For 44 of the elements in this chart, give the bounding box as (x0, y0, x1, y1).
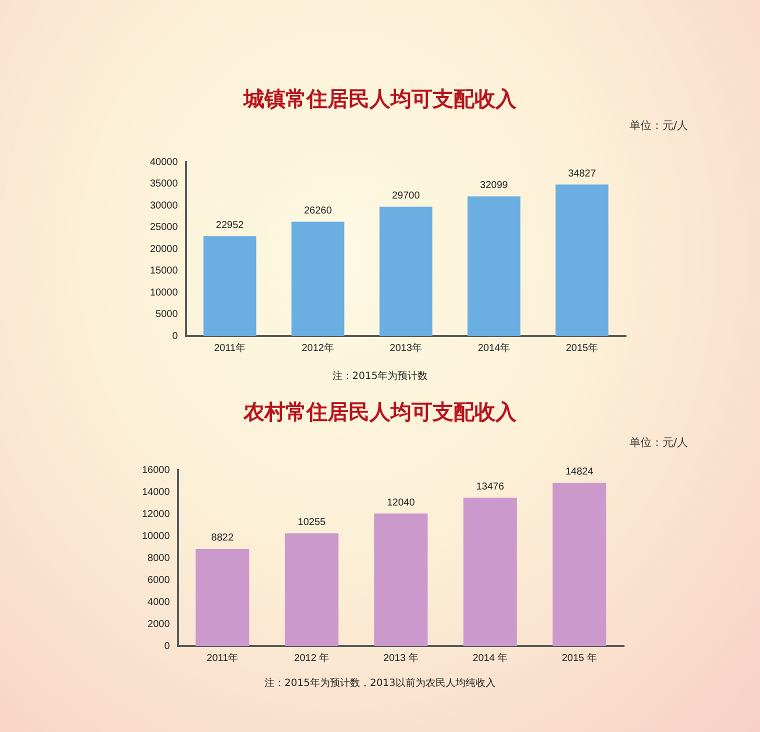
y-axis-title: 单位：元/人 (629, 118, 688, 133)
data-label: 32099 (480, 180, 508, 192)
data-label: 13476 (476, 482, 504, 493)
data-label: 12040 (387, 497, 416, 508)
y-tick-label: 10000 (150, 287, 178, 298)
chart-title: 农村常住居民人均可支配收入 (244, 399, 516, 426)
x-tick-label: 2014 年 (472, 652, 508, 664)
x-tick-label: 2014年 (478, 342, 510, 354)
y-tick-label: 20000 (150, 244, 178, 255)
data-label: 29700 (392, 190, 420, 202)
y-axis-title: 单位：元/人 (629, 435, 688, 450)
text: 注：2015年为预计数 (332, 370, 428, 383)
x-tick-label: 2011年 (214, 342, 246, 354)
y-tick-label: 12000 (142, 508, 170, 520)
y-tick-label: 2000 (148, 618, 170, 630)
y-tick-label: 0 (164, 640, 170, 652)
y-tick-label: 6000 (148, 574, 170, 586)
data-label: 34827 (568, 168, 596, 180)
x-tick-label: 2015 年 (562, 652, 597, 664)
x-tick-label: 2013年 (390, 342, 422, 354)
y-tick-label: 4000 (148, 596, 170, 608)
chart-title: 城镇常住居民人均可支配收入 (244, 86, 516, 113)
y-tick-label: 40000 (150, 156, 178, 168)
y-tick-label: 30000 (150, 200, 178, 212)
y-tick-label: 25000 (150, 222, 178, 233)
y-tick-label: 14000 (142, 486, 170, 498)
data-label: 14824 (565, 466, 594, 478)
y-tick-label: 15000 (150, 266, 178, 276)
y-tick-label: 16000 (142, 464, 170, 476)
x-tick-label: 2012年 (302, 342, 334, 354)
x-tick-label: 2011年 (206, 652, 238, 664)
y-tick-label: 10000 (142, 530, 170, 542)
y-tick-label: 8000 (148, 552, 170, 564)
y-tick-label: 5000 (156, 309, 178, 320)
data-label: 22952 (216, 220, 244, 231)
data-label: 8822 (211, 532, 234, 544)
data-label: 10255 (298, 516, 326, 528)
x-tick-label: 2012 年 (294, 652, 330, 664)
y-tick-label: 35000 (150, 178, 178, 190)
x-tick-label: 2015年 (566, 342, 598, 354)
y-tick-label: 0 (172, 330, 178, 342)
data-label: 26260 (304, 206, 332, 217)
text: 注：2015年为预计数，2013以前为农民人均纯收入 (264, 676, 496, 690)
x-tick-label: 2013 年 (383, 652, 418, 664)
